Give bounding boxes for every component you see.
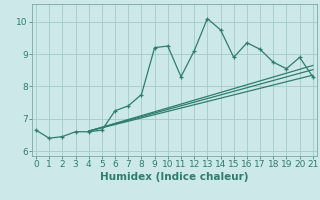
X-axis label: Humidex (Indice chaleur): Humidex (Indice chaleur) xyxy=(100,172,249,182)
